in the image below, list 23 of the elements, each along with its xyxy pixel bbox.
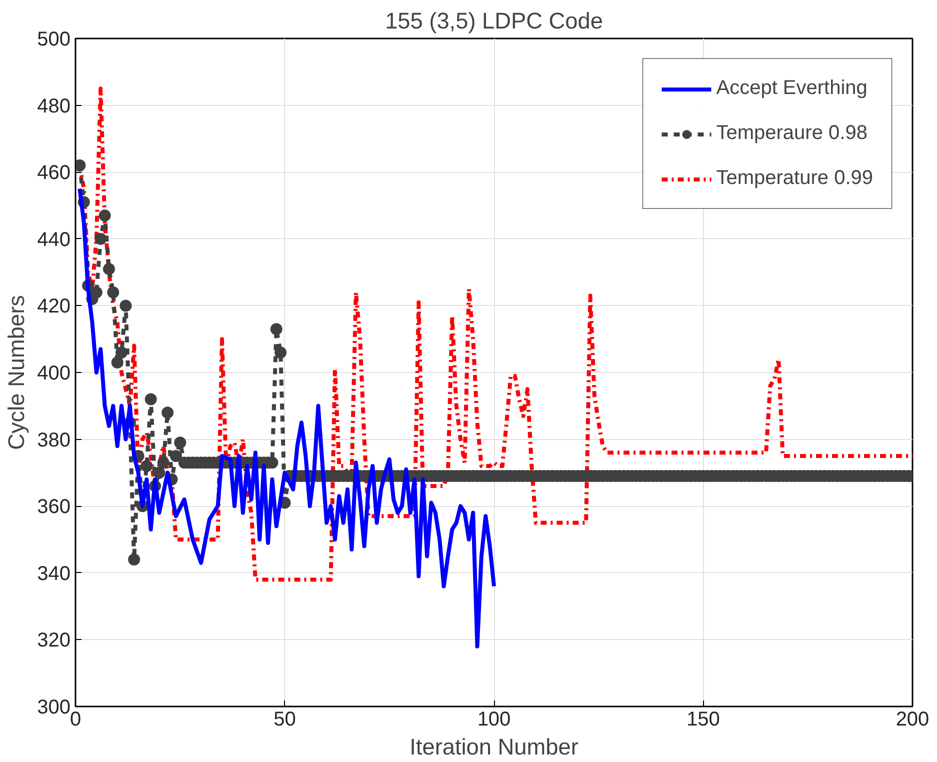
y-tick-label: 400: [37, 362, 71, 384]
x-tick-label: 200: [896, 708, 930, 730]
y-tick-label: 440: [37, 228, 71, 251]
chart-title: 155 (3,5) LDPC Code: [385, 8, 603, 34]
y-tick-label: 300: [37, 696, 71, 718]
y-tick-label: 380: [37, 429, 71, 452]
y-tick-label: 480: [37, 95, 71, 118]
x-tick-label: 0: [70, 708, 82, 730]
x-tick-label: 50: [274, 708, 296, 730]
y-axis-title: Cycle Numbers: [3, 295, 30, 450]
y-tick-label: 420: [37, 296, 71, 318]
y-tick-label: 460: [37, 162, 71, 184]
x-tick-label: 100: [477, 708, 511, 730]
legend-label: Temperature 0.99: [716, 167, 873, 190]
x-axis-title: Iteration Number: [410, 734, 579, 760]
line-series: [78, 186, 496, 648]
y-tick-label: 320: [37, 630, 71, 652]
y-tick-label: 360: [37, 496, 71, 518]
y-tick-label: 340: [37, 562, 71, 585]
x-tick-label: 150: [686, 708, 720, 730]
legend-label: Accept Everthing: [716, 77, 868, 100]
legend-label: Temperaure 0.98: [716, 122, 868, 145]
y-tick-label: 500: [37, 28, 71, 50]
